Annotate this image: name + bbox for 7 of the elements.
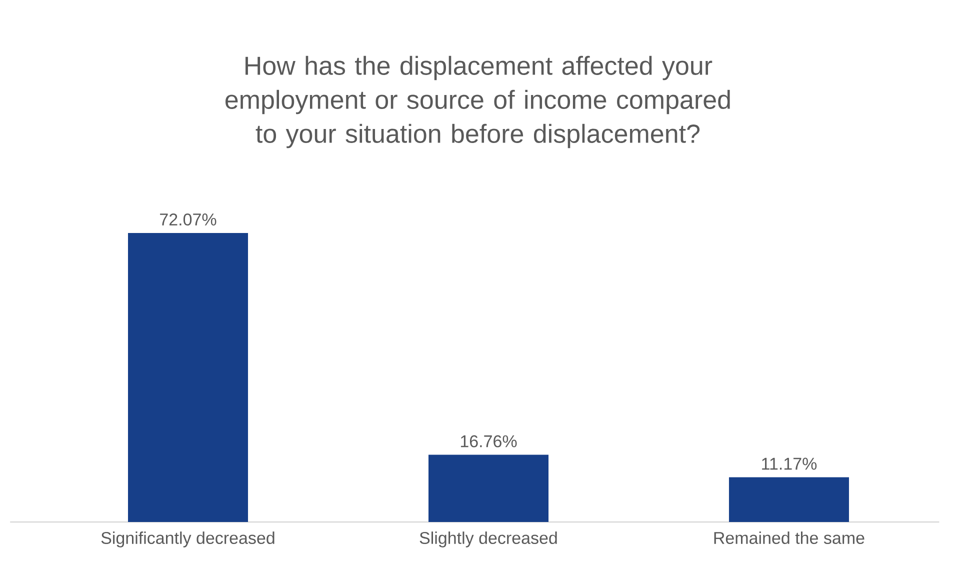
chart-title: How has the displacement affected your employment or source of income compared to your situation before displacement? <box>226 56 730 148</box>
data-label: 11.17% <box>762 458 817 470</box>
x-tick-label: Slightly decreased <box>420 532 557 548</box>
data-label: 72.07% <box>160 213 216 226</box>
x-tick-label: Remained the same <box>714 532 864 544</box>
x-tick-label: Significantly decreased <box>101 532 274 548</box>
data-label: 16.76% <box>460 435 517 448</box>
